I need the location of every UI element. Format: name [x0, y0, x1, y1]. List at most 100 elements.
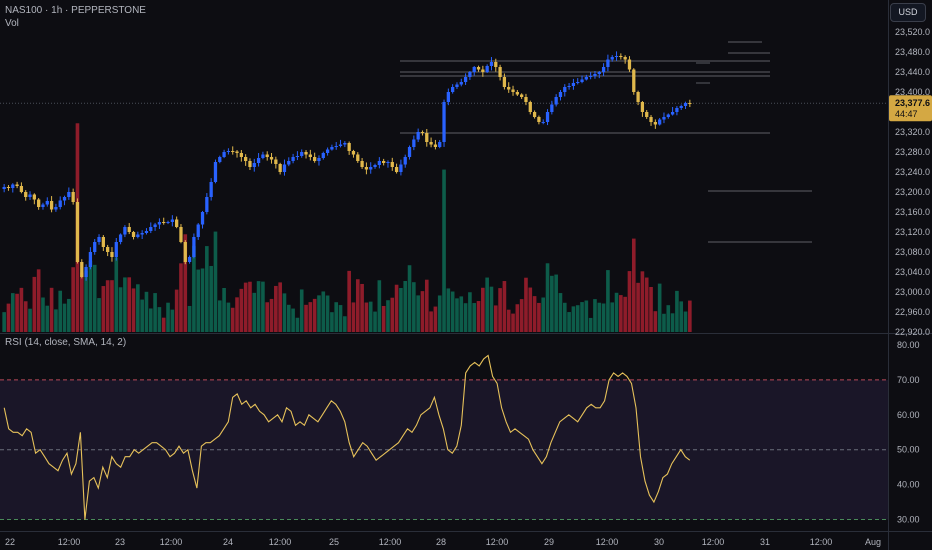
currency-button[interactable]: USD [890, 3, 926, 22]
volume-bar [222, 287, 226, 332]
volume-bar [524, 277, 528, 332]
volume-bar [295, 317, 300, 332]
volume-bar [368, 301, 373, 332]
candle-body [584, 77, 588, 80]
candle-body [28, 194, 32, 197]
candle-body [420, 132, 425, 133]
candle-body [563, 87, 567, 92]
volume-bar [205, 246, 209, 332]
candle-body [360, 161, 364, 167]
volume-bar [110, 280, 114, 332]
candle-body [282, 164, 287, 172]
volume-bar [601, 303, 606, 332]
volume-bar [485, 277, 489, 332]
volume-bar [498, 288, 502, 332]
volume-bar [433, 306, 438, 332]
candle-body [524, 97, 528, 102]
candle-body [24, 192, 28, 197]
volume-bar [239, 288, 244, 332]
candle-body [571, 83, 576, 86]
volume-bar [261, 281, 265, 332]
volume-bar [183, 234, 188, 332]
volume-bar [584, 300, 589, 332]
volume-bar [550, 275, 554, 332]
volume-bar [545, 263, 550, 332]
candle-body [412, 139, 416, 147]
candle-body [545, 112, 550, 122]
volume-bar [2, 312, 6, 332]
volume-bar [243, 282, 248, 332]
candle-body [183, 242, 187, 262]
volume-bar [71, 267, 75, 332]
volume-bar [54, 309, 58, 332]
volume-bar [446, 288, 451, 332]
volume-bar [278, 282, 282, 332]
candle-body [489, 62, 494, 66]
candle-body [287, 161, 291, 165]
candle-body [347, 143, 351, 151]
volume-bar [304, 304, 308, 332]
volume-bar [226, 302, 231, 332]
volume-bar [343, 316, 347, 332]
volume-bar [338, 305, 343, 332]
candle-body [476, 67, 481, 70]
volume-bar [593, 299, 597, 332]
volume-bar [308, 302, 313, 332]
countdown-label: 44:47 [895, 109, 918, 119]
volume-bar [67, 298, 71, 332]
volume-bar [6, 303, 11, 332]
candle-body [170, 219, 174, 222]
volume-bar [662, 313, 666, 332]
volume-bar [269, 298, 274, 332]
volume-bar [597, 302, 602, 332]
candle-body [291, 157, 295, 161]
candle-body [84, 267, 88, 277]
price-tick-label: 23,400.0 [895, 87, 930, 97]
candle-body [606, 59, 610, 67]
candle-body [153, 224, 157, 227]
volume-bar [157, 307, 162, 332]
volume-bar [675, 290, 679, 332]
volume-bar [23, 301, 28, 332]
volume-bar [558, 293, 563, 332]
candle-body [75, 202, 80, 262]
volume-bar [360, 283, 364, 332]
price-tick-label: 23,320.0 [895, 127, 930, 137]
candle-body [67, 192, 71, 197]
volume-bar [248, 281, 252, 332]
volume-bar [450, 291, 455, 332]
candle-body [218, 157, 222, 162]
volume-bar [200, 268, 205, 332]
volume-bar [455, 298, 459, 332]
volume-bar [649, 286, 653, 332]
rsi-tick-label: 80.00 [897, 340, 920, 350]
volume-bar [614, 292, 619, 332]
volume-bar [476, 301, 481, 332]
volume-bar [274, 285, 278, 332]
candle-body [106, 247, 110, 252]
candle-body [649, 117, 653, 122]
volume-bar [196, 269, 201, 332]
candles-layer[interactable] [2, 51, 692, 281]
volume-bar [657, 283, 662, 332]
candle-body [494, 62, 498, 67]
volume-bar [459, 296, 464, 332]
time-tick-label: 12:00 [160, 537, 183, 547]
candle-body [364, 167, 369, 170]
last-price-badge [889, 95, 932, 122]
candle-body [300, 152, 304, 156]
candle-body [416, 132, 420, 140]
candle-body [110, 252, 114, 257]
volume-bar [140, 299, 144, 332]
candle-body [399, 164, 403, 172]
time-tick-label: 12:00 [596, 537, 619, 547]
volume-bar [179, 263, 183, 332]
candle-body [304, 152, 308, 155]
rsi-band-layer [0, 379, 888, 521]
volume-bar [506, 309, 511, 332]
candle-body [334, 146, 338, 147]
candle-body [589, 76, 593, 77]
price-tick-label: 23,480.0 [895, 47, 930, 57]
volume-bar [114, 257, 119, 332]
